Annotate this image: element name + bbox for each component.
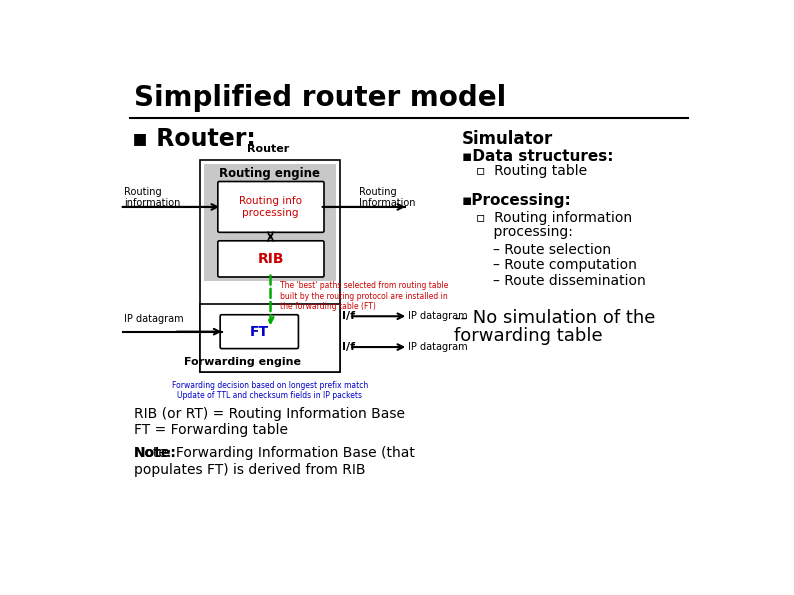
FancyBboxPatch shape [204,164,336,281]
Text: ▪Data structures:: ▪Data structures: [462,149,614,164]
Text: Simulator: Simulator [462,130,553,148]
Text: information: information [124,199,180,208]
Text: Routing info
processing: Routing info processing [239,196,302,218]
Text: FT = Forwarding table: FT = Forwarding table [134,423,288,437]
FancyBboxPatch shape [218,181,324,232]
Text: Simplified router model: Simplified router model [134,84,507,112]
Text: Note:: Note: [134,446,177,461]
Text: ▫  Routing information: ▫ Routing information [476,211,632,225]
Text: IP datagram: IP datagram [407,342,468,352]
Text: ▪ Router:: ▪ Router: [132,127,256,151]
FancyBboxPatch shape [200,304,340,372]
Text: -- No simulation of the: -- No simulation of the [454,309,656,327]
FancyBboxPatch shape [218,241,324,277]
Text: Routing: Routing [124,187,162,197]
Text: processing:: processing: [476,224,572,239]
Text: – Route computation: – Route computation [493,258,637,273]
Text: IP datagram: IP datagram [124,314,183,324]
Text: I/f: I/f [342,311,355,321]
FancyBboxPatch shape [220,315,299,349]
Text: ▪Processing:: ▪Processing: [462,193,572,208]
Text: Forwarding engine: Forwarding engine [184,356,301,367]
Text: Note: Forwarding Information Base (that
populates FT) is derived from RIB: Note: Forwarding Information Base (that … [134,446,415,477]
Text: RIB: RIB [257,252,283,265]
Text: RIB (or RT) = Routing Information Base: RIB (or RT) = Routing Information Base [134,407,405,421]
Text: forwarding table: forwarding table [454,327,603,345]
Text: Information: Information [359,199,415,208]
FancyBboxPatch shape [200,160,340,372]
Text: – Route selection: – Route selection [493,243,611,257]
Text: I/f: I/f [342,342,355,352]
Text: – Route dissemination: – Route dissemination [493,274,646,288]
Text: Routing: Routing [359,187,396,197]
Text: Routing engine: Routing engine [219,167,320,180]
Text: Forwarding decision based on longest prefix match
Update of TTL and checksum fie: Forwarding decision based on longest pre… [172,381,368,400]
Text: The 'best' paths selected from routing table
built by the routing protocol are i: The 'best' paths selected from routing t… [279,281,448,311]
Text: FT: FT [249,325,268,339]
Text: IP datagram: IP datagram [407,311,468,321]
Text: Router: Router [247,144,289,154]
Text: ▫  Routing table: ▫ Routing table [476,164,587,178]
